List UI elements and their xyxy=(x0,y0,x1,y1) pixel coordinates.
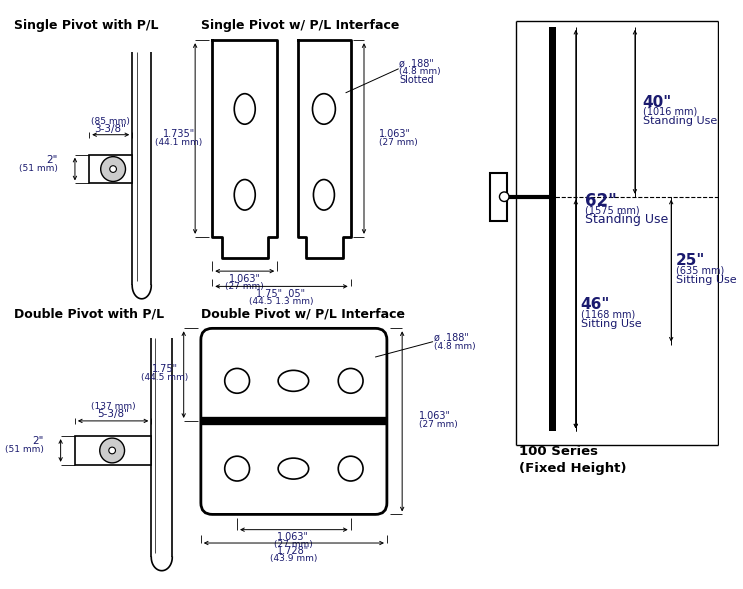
Text: Standing Use: Standing Use xyxy=(643,117,717,127)
Text: Standing Use: Standing Use xyxy=(585,213,669,226)
Text: Single Pivot with P/L: Single Pivot with P/L xyxy=(14,19,158,32)
Text: Single Pivot w/ P/L Interface: Single Pivot w/ P/L Interface xyxy=(201,19,399,32)
Text: 2": 2" xyxy=(32,436,43,446)
Text: (44.1 mm): (44.1 mm) xyxy=(155,138,203,147)
Text: 1.735": 1.735" xyxy=(163,129,195,139)
Text: (27 mm): (27 mm) xyxy=(419,420,458,429)
Bar xyxy=(75,436,152,465)
Text: (44.5 1.3 mm): (44.5 1.3 mm) xyxy=(249,297,314,306)
Text: (85 mm): (85 mm) xyxy=(91,117,130,126)
Text: 1.75" .05": 1.75" .05" xyxy=(256,289,305,299)
Text: Double Pivot with P/L: Double Pivot with P/L xyxy=(14,307,164,320)
Text: (27 mm): (27 mm) xyxy=(379,138,418,147)
Circle shape xyxy=(100,438,125,463)
Text: 2": 2" xyxy=(46,154,58,164)
Ellipse shape xyxy=(224,369,250,393)
Ellipse shape xyxy=(338,456,363,481)
Text: 46": 46" xyxy=(580,297,610,312)
Text: (635 mm): (635 mm) xyxy=(676,265,724,275)
Text: 1.063": 1.063" xyxy=(229,274,261,284)
Text: (51 mm): (51 mm) xyxy=(4,445,43,454)
Text: Double Pivot w/ P/L Interface: Double Pivot w/ P/L Interface xyxy=(201,307,405,320)
Text: (43.9 mm): (43.9 mm) xyxy=(270,554,317,562)
Text: ø .188": ø .188" xyxy=(434,333,469,343)
Text: (51 mm): (51 mm) xyxy=(19,164,58,173)
Text: 1.75": 1.75" xyxy=(152,365,178,375)
Text: (1168 mm): (1168 mm) xyxy=(580,309,635,319)
Text: (27 mm): (27 mm) xyxy=(274,541,313,550)
Text: 25": 25" xyxy=(676,253,705,268)
Ellipse shape xyxy=(234,94,256,124)
Text: Sitting Use: Sitting Use xyxy=(580,319,641,329)
Text: (4.8 mm): (4.8 mm) xyxy=(399,67,441,76)
Ellipse shape xyxy=(278,370,308,391)
Ellipse shape xyxy=(314,180,334,210)
Text: 1.728": 1.728" xyxy=(277,545,310,555)
Circle shape xyxy=(110,166,117,173)
Text: (137 mm): (137 mm) xyxy=(91,402,135,411)
Text: 62": 62" xyxy=(585,191,617,210)
Text: ø .188": ø .188" xyxy=(399,59,434,69)
Text: 5-3/8": 5-3/8" xyxy=(97,409,129,419)
Circle shape xyxy=(108,447,115,454)
Ellipse shape xyxy=(313,94,335,124)
Ellipse shape xyxy=(234,180,256,210)
Text: (1016 mm): (1016 mm) xyxy=(643,107,697,117)
Ellipse shape xyxy=(338,369,363,393)
Text: 100 Series
(Fixed Height): 100 Series (Fixed Height) xyxy=(519,445,626,475)
Text: (27 mm): (27 mm) xyxy=(225,282,264,291)
Text: 1.063": 1.063" xyxy=(277,532,309,542)
Text: 1.063": 1.063" xyxy=(419,411,451,421)
FancyBboxPatch shape xyxy=(201,328,387,514)
Text: Slotted: Slotted xyxy=(399,75,434,85)
Bar xyxy=(490,173,507,220)
Ellipse shape xyxy=(278,458,308,479)
Text: (4.8 mm): (4.8 mm) xyxy=(434,342,476,351)
Text: 3-3/8": 3-3/8" xyxy=(94,124,126,134)
Ellipse shape xyxy=(224,456,250,481)
Text: (1575 mm): (1575 mm) xyxy=(585,205,640,215)
Text: 1.063": 1.063" xyxy=(379,129,412,139)
Text: (44.5 mm): (44.5 mm) xyxy=(141,373,188,382)
Circle shape xyxy=(499,192,509,201)
Text: 40": 40" xyxy=(643,95,672,110)
Bar xyxy=(549,27,556,431)
Bar xyxy=(89,155,132,183)
Circle shape xyxy=(101,157,126,181)
Text: Sitting Use: Sitting Use xyxy=(676,274,736,284)
